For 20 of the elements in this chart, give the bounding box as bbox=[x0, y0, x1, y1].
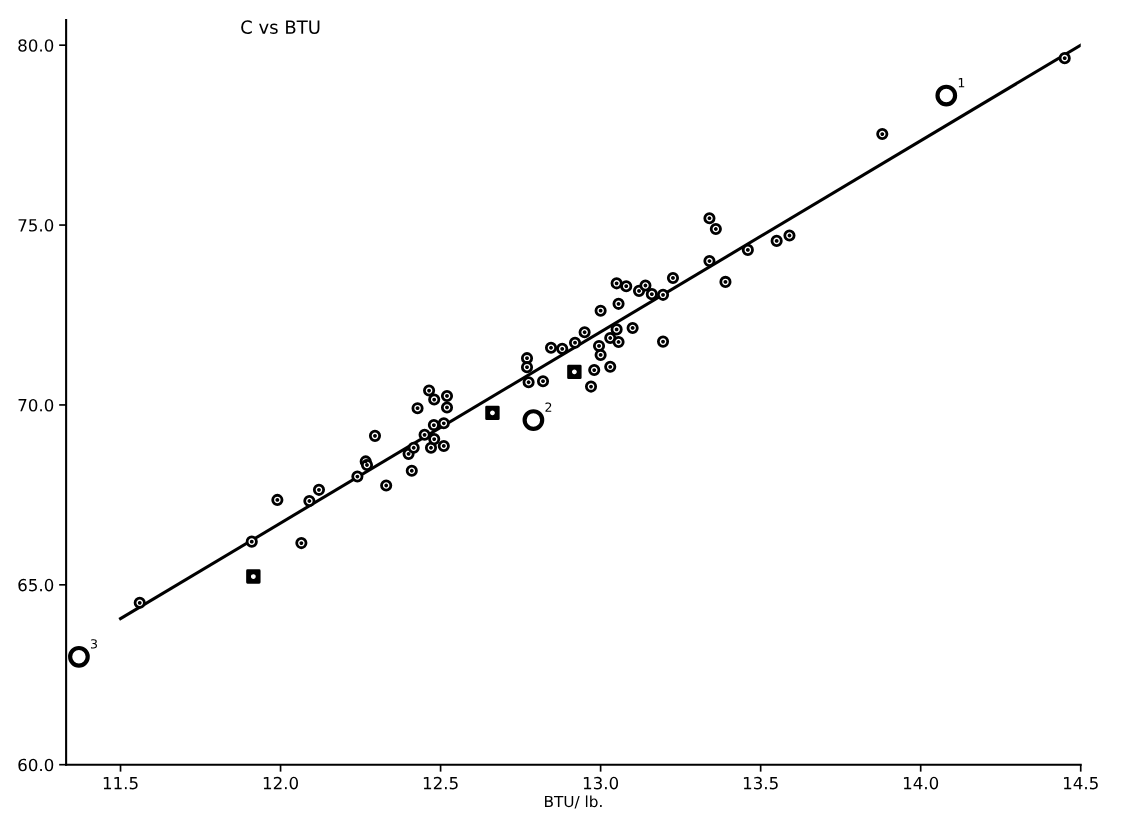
x-tick-label: 12.5 bbox=[423, 776, 458, 790]
x-axis-title: BTU/ lb. bbox=[545, 795, 602, 809]
y-tick-label: 80.0 bbox=[18, 39, 54, 52]
point bbox=[567, 364, 582, 380]
annotation: 3 bbox=[90, 639, 97, 649]
y-tick-label: 75.0 bbox=[18, 219, 54, 232]
x-tick-label: 14.0 bbox=[903, 776, 939, 790]
annotation: 1 bbox=[958, 78, 965, 88]
point bbox=[246, 569, 261, 584]
chart-title: C vs BTU bbox=[241, 20, 320, 34]
x-tick-label: 13.0 bbox=[583, 776, 619, 790]
y-tick-label: 70.0 bbox=[18, 398, 54, 412]
x-tick-label: 11.5 bbox=[103, 777, 138, 790]
point bbox=[485, 405, 500, 421]
x-tick-label: 14.5 bbox=[1064, 777, 1098, 790]
annotation: 2 bbox=[545, 402, 552, 412]
x-tick-label: 12.0 bbox=[263, 776, 299, 790]
x-tick-label: 13.5 bbox=[743, 776, 778, 790]
y-tick-label: 60.0 bbox=[18, 758, 54, 772]
y-tick-label: 65.0 bbox=[18, 578, 54, 592]
